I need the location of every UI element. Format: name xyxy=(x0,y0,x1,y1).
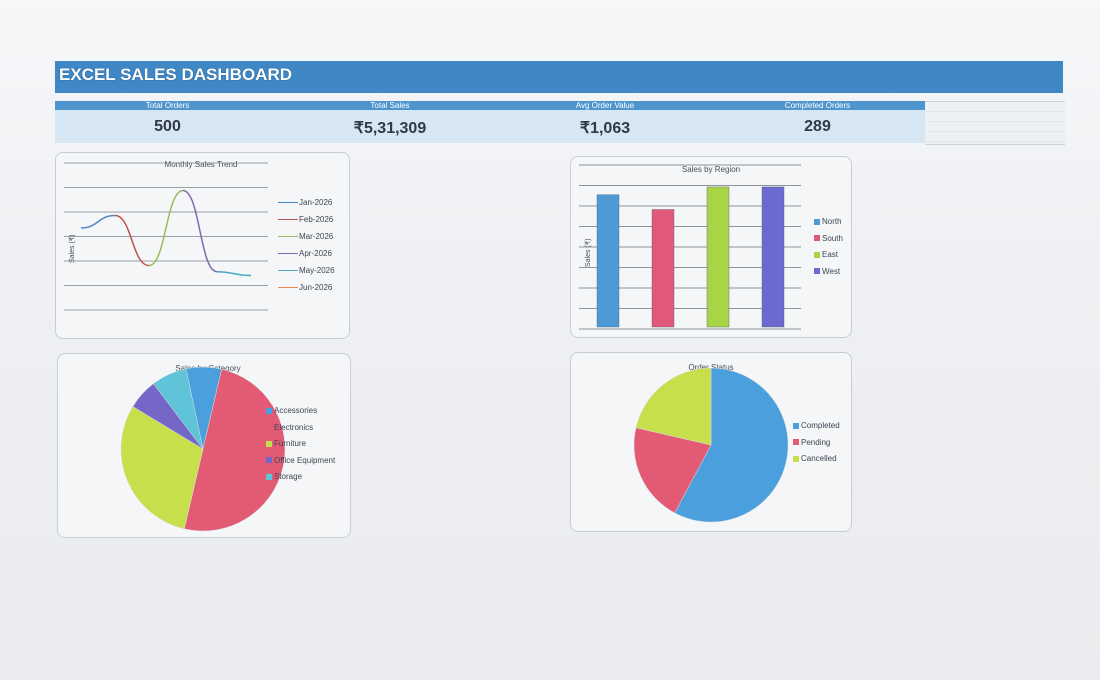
legend-item: East xyxy=(814,250,838,259)
legend-label: May-2026 xyxy=(299,266,335,275)
legend-swatch xyxy=(814,251,820,258)
kpi-avg-order-value: Avg Order Value ₹1,063 xyxy=(500,101,710,143)
bar xyxy=(596,194,620,328)
legend-item: Accessories xyxy=(266,406,317,415)
pie-slice xyxy=(635,367,712,446)
legend-swatch xyxy=(278,219,298,221)
legend-swatch xyxy=(793,439,799,446)
legend-item: Jun-2026 xyxy=(278,283,332,292)
legend-swatch xyxy=(793,422,799,429)
bar-chart-panel[interactable]: Sales by Region Sales (₹) North South East… xyxy=(570,156,852,338)
bar-chart xyxy=(579,164,801,330)
legend-label: East xyxy=(822,250,839,259)
kpi-value: ₹1,063 xyxy=(579,120,631,137)
legend-item: South xyxy=(814,234,843,243)
legend-label: Accessories xyxy=(274,406,318,415)
legend-swatch xyxy=(814,268,820,275)
series-line-segment xyxy=(114,214,150,267)
kpi-total-orders: Total Orders 500 xyxy=(55,101,280,143)
legend-item: Cancelled xyxy=(793,454,837,463)
legend-label: Pending xyxy=(801,437,831,447)
legend-swatch xyxy=(266,457,272,464)
legend-label: Cancelled xyxy=(801,454,837,463)
category-pie-chart xyxy=(120,366,286,532)
legend-swatch xyxy=(278,287,298,289)
legend-label: Completed xyxy=(801,421,840,430)
kpi-total-sales: Total Sales ₹5,31,309 xyxy=(280,101,500,143)
legend-label: Feb-2026 xyxy=(299,215,334,224)
series-line-segment xyxy=(182,189,218,273)
dashboard-title: EXCEL SALES DASHBOARD xyxy=(55,61,1063,93)
line-chart xyxy=(64,162,268,311)
legend-label: Jun-2026 xyxy=(299,283,333,292)
legend-label: Mar-2026 xyxy=(299,232,334,241)
legend-label: Furniture xyxy=(274,439,307,448)
kpi-label: Total Orders xyxy=(55,101,280,110)
legend-label: Jan-2026 xyxy=(299,198,333,207)
legend-item: Storage xyxy=(266,472,302,481)
chart-title: Sales by Region xyxy=(681,165,741,174)
legend-swatch xyxy=(266,473,272,480)
legend-swatch xyxy=(266,440,272,447)
legend-item: Completed xyxy=(793,421,840,430)
pie-slice xyxy=(120,406,204,530)
legend-swatch xyxy=(814,218,820,225)
legend-item: Furniture xyxy=(266,439,306,448)
kpi-completed-orders: Completed Orders 289 xyxy=(710,101,925,143)
legend-label: Electronics xyxy=(274,422,314,432)
series-line-segment xyxy=(216,271,252,277)
pie-slice xyxy=(153,368,204,450)
kpi-label: Total Sales xyxy=(280,101,500,110)
legend-label: Office Equipment xyxy=(274,455,336,465)
series-line-segment xyxy=(148,189,184,267)
legend-item: Pending xyxy=(793,438,830,447)
legend-item: Jan-2026 xyxy=(278,198,332,207)
chart-title: Order Status xyxy=(688,363,734,372)
order-status-pie-panel[interactable]: Order Status Completed Pending Cancelled xyxy=(570,352,852,532)
legend-label: Storage xyxy=(274,472,303,481)
legend-swatch xyxy=(278,270,298,272)
kpi-strip: Total Orders 500 Total Sales ₹5,31,309 A… xyxy=(55,101,925,143)
kpi-label: Avg Order Value xyxy=(500,101,710,110)
legend-swatch xyxy=(278,253,298,255)
legend-item: North xyxy=(814,217,842,226)
kpi-label: Completed Orders xyxy=(710,101,925,110)
order-status-pie-chart xyxy=(633,367,789,523)
legend-swatch xyxy=(266,424,272,431)
legend-item: May-2026 xyxy=(278,266,335,275)
kpi-value: ₹5,31,309 xyxy=(353,120,427,137)
legend-item: Mar-2026 xyxy=(278,232,333,241)
bar xyxy=(761,186,785,328)
legend-swatch xyxy=(278,202,298,204)
legend-swatch xyxy=(278,236,298,238)
legend-swatch xyxy=(793,455,799,462)
kpi-value: 289 xyxy=(804,118,831,135)
legend-label: South xyxy=(822,233,843,243)
sheet-grid xyxy=(925,101,1065,145)
pie-slice xyxy=(674,367,789,523)
kpi-value: 500 xyxy=(154,118,181,135)
legend-item: Feb-2026 xyxy=(278,215,333,224)
category-pie-panel[interactable]: Sales by Category AccessoriesElectronics… xyxy=(57,353,351,538)
line-chart-panel[interactable]: Monthly Sales Trend Sales (₹) Jan-2026 Fe… xyxy=(55,152,350,339)
chart-title: Monthly Sales Trend xyxy=(164,160,238,169)
legend-item: Office Equipment xyxy=(266,456,335,465)
legend-item: Electronics xyxy=(266,423,313,432)
series-line-segment xyxy=(80,214,116,229)
pie-slice xyxy=(633,427,712,514)
legend-swatch xyxy=(814,235,820,242)
legend-label: North xyxy=(822,217,842,226)
legend-swatch xyxy=(266,407,272,414)
legend-item: Apr-2026 xyxy=(278,249,332,258)
pie-slice xyxy=(183,368,286,532)
legend-label: West xyxy=(822,266,841,276)
legend-item: West xyxy=(814,267,840,276)
bar xyxy=(651,209,675,328)
legend-label: Apr-2026 xyxy=(299,249,332,258)
bar xyxy=(706,186,730,328)
